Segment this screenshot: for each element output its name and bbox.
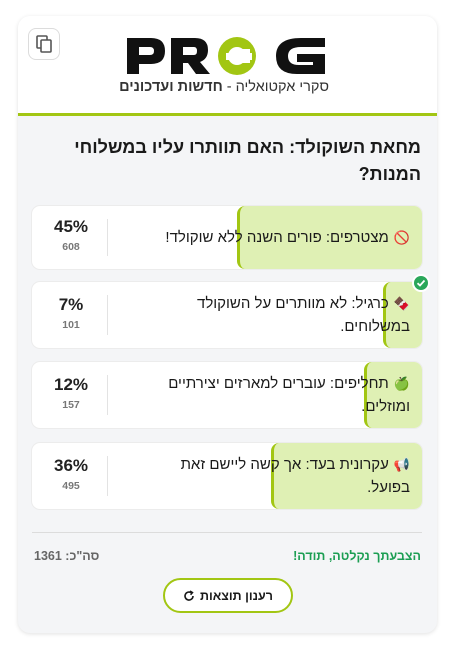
prohibited-icon: 🚫 (393, 230, 410, 245)
result-bar (236, 206, 422, 269)
prog-logo (127, 37, 325, 75)
option-percent: 36% (53, 456, 89, 475)
result-bar (363, 362, 422, 428)
refresh-results-button[interactable]: רענון תוצאות (163, 578, 293, 613)
tagline: סקרי אקטואליה - חדשות ועדכונים (119, 79, 329, 95)
option-label: 🚫 מצטרפים: פורים השנה ללא שוקולד! (140, 206, 410, 269)
option-percent: 12% (53, 375, 89, 394)
divider (107, 295, 108, 335)
option-text: כרגיל: לא מוותרים על השוקולד במשלוחים. (197, 295, 410, 335)
poll-option-1[interactable]: 🚫 מצטרפים: פורים השנה ללא שוקולד! 45% 608 (32, 206, 422, 269)
option-votes: 608 (62, 241, 80, 253)
poll-question: מחאת השוקולד: האם תוותרו עליו במשלוחי המ… (74, 137, 421, 184)
megaphone-icon: 📢 (393, 457, 410, 472)
poll-option-3[interactable]: 🍏תחליפים: עוברים למארזים יצירתיים ומוזלי… (32, 362, 422, 428)
option-label: 🍏תחליפים: עוברים למארזים יצירתיים ומוזלי… (140, 362, 410, 428)
chocolate-bar-icon: 🍫 (393, 296, 410, 311)
copy-button[interactable] (28, 28, 60, 60)
option-label: 🍫כרגיל: לא מוותרים על השוקולד במשלוחים. (140, 282, 410, 348)
tagline-bold: חדשות ועדכונים (119, 79, 223, 95)
vote-thanks-message: הצבעתך נקלטה, תודה! (293, 549, 421, 563)
total-votes: סה"כ: 1361 (34, 549, 100, 563)
divider (107, 375, 108, 415)
footer-divider (32, 532, 422, 533)
poll-header: סקרי אקטואליה - חדשות ועדכונים (18, 16, 437, 116)
copy-icon (36, 35, 52, 53)
option-votes: 101 (62, 319, 80, 331)
option-votes: 495 (62, 480, 80, 492)
option-text: תחליפים: עוברים למארזים יצירתיים ומוזלים… (168, 375, 410, 415)
result-bar (271, 443, 422, 509)
poll-card: סקרי אקטואליה - חדשות ועדכונים מחאת השוק… (18, 16, 437, 633)
option-votes: 157 (62, 399, 80, 411)
option-text: מצטרפים: פורים השנה ללא שוקולד! (165, 229, 389, 246)
result-bar (383, 282, 422, 348)
poll-option-4[interactable]: 📢עקרונית בעד: אך קשה ליישם זאת בפועל. 36… (32, 443, 422, 509)
option-text: עקרונית בעד: אך קשה ליישם זאת בפועל. (180, 456, 410, 496)
refresh-icon (184, 589, 194, 601)
option-label: 📢עקרונית בעד: אך קשה ליישם זאת בפועל. (140, 443, 410, 509)
green-apple-icon: 🍏 (393, 376, 410, 391)
selected-check-icon (412, 274, 430, 292)
poll-option-2[interactable]: 🍫כרגיל: לא מוותרים על השוקולד במשלוחים. … (32, 274, 430, 348)
option-percent: 7% (58, 295, 84, 314)
refresh-label: רענון תוצאות (200, 588, 273, 603)
tagline-prefix: סקרי אקטואליה - (222, 79, 329, 95)
divider (107, 456, 108, 496)
divider (107, 219, 108, 256)
option-percent: 45% (53, 217, 89, 236)
